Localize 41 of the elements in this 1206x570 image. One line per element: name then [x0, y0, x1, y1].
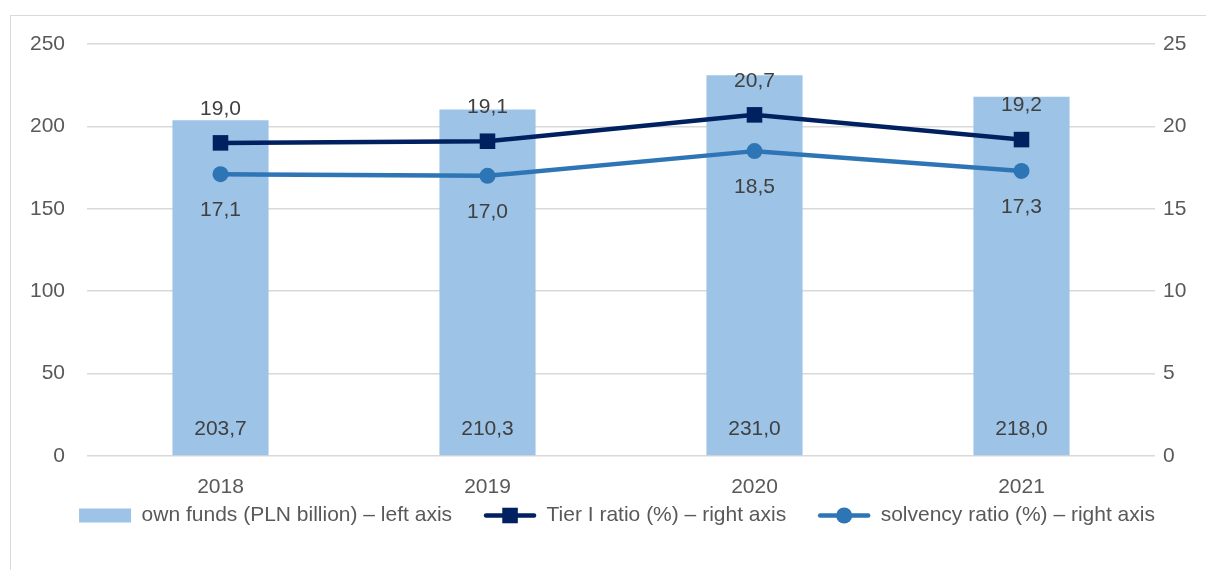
x-tick-label: 2019: [464, 474, 511, 498]
data-label: 18,5: [734, 173, 775, 197]
x-tick-label: 2021: [998, 474, 1045, 498]
point: [212, 135, 229, 151]
data-label: 17,0: [467, 198, 508, 222]
data-label: 19,2: [1001, 92, 1042, 116]
point: [479, 133, 496, 150]
data-label: 17,1: [200, 196, 241, 220]
y2-tick-label: 15: [1163, 195, 1187, 219]
y2-tick-label: 10: [1163, 278, 1187, 301]
bar: [172, 120, 269, 456]
data-label: 19,1: [467, 94, 508, 118]
y-tick-label: 0: [53, 442, 65, 466]
y-tick-label: 150: [29, 195, 65, 219]
y2-tick-label: 20: [1163, 113, 1187, 137]
point: [746, 143, 763, 160]
data-label: 17,3: [1001, 193, 1042, 217]
data-label: 210,3: [461, 416, 514, 440]
bar: [973, 96, 1070, 456]
y2-tick-label: 5: [1163, 360, 1175, 384]
y-tick-label: 200: [29, 113, 65, 137]
data-label: 19,0: [200, 95, 241, 119]
y-tick-label: 100: [29, 278, 65, 301]
data-label: 231,0: [728, 416, 781, 440]
point: [1013, 131, 1030, 148]
legend-label: solvency ratio (%) – right axis: [880, 502, 1155, 526]
y2-tick-label: 25: [1163, 30, 1187, 54]
y-tick-label: 50: [41, 360, 65, 384]
y2-tick-label: 0: [1163, 442, 1175, 466]
point: [1013, 162, 1030, 179]
point: [746, 107, 763, 123]
legend-label: own funds (PLN billion) – left axis: [141, 502, 453, 526]
point: [212, 166, 229, 183]
y-tick-label: 250: [29, 30, 65, 54]
data-label: 218,0: [995, 416, 1048, 440]
data-label: 203,7: [194, 416, 247, 440]
x-tick-label: 2018: [197, 474, 244, 498]
point: [479, 167, 496, 184]
x-tick-label: 2020: [731, 474, 778, 498]
legend-label: Tier I ratio (%) – right axis: [546, 502, 787, 526]
bar: [706, 75, 803, 456]
